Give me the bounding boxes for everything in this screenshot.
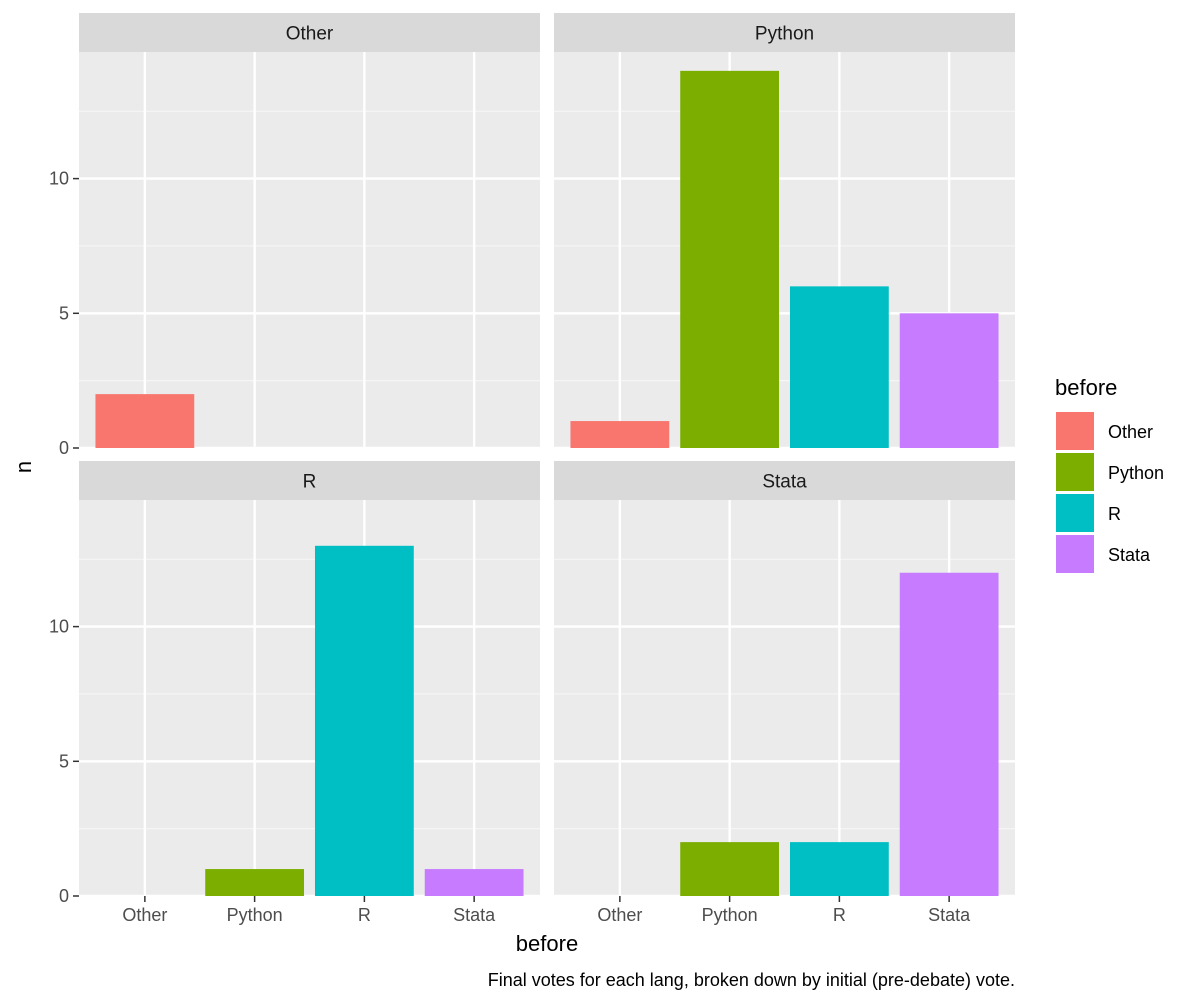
x-axes: Other Python R Stata Other Python R Stata (122, 896, 971, 925)
facet-strip-label: Other (286, 24, 334, 45)
facet-panel-python: Python (554, 13, 1015, 450)
facet-strip (554, 461, 1015, 500)
x-tick-label: Other (597, 905, 642, 925)
facet-strip-label: Python (755, 24, 814, 45)
facet-strip (79, 461, 540, 500)
x-tick-label: Other (122, 905, 167, 925)
y-axes: 0 5 10 0 5 10 (49, 169, 79, 906)
bar-stata-r (789, 842, 889, 896)
legend-label-other: Other (1108, 422, 1153, 442)
legend-label-python: Python (1108, 463, 1164, 483)
bar-python-other (570, 421, 670, 448)
panel-background (79, 52, 540, 448)
bar-stata-stata (899, 572, 999, 896)
x-tick-label: R (833, 905, 846, 925)
facet-strip (79, 13, 540, 52)
x-tick-label: Stata (453, 905, 496, 925)
facet-strip-label: Stata (762, 472, 807, 493)
facet-panel-stata: Stata (554, 461, 1015, 898)
legend-key-stata (1056, 535, 1094, 573)
legend-key-other (1056, 412, 1094, 450)
x-tick-label: Python (227, 905, 283, 925)
facet-strip (554, 13, 1015, 52)
y-tick-label: 10 (49, 169, 69, 189)
y-tick-label: 0 (59, 438, 69, 458)
bar-python-stata (899, 313, 999, 448)
legend-label-stata: Stata (1108, 545, 1151, 565)
y-tick-label: 5 (59, 303, 69, 323)
y-tick-label: 0 (59, 886, 69, 906)
legend-label-r: R (1108, 504, 1121, 524)
x-tick-label: R (358, 905, 371, 925)
x-tick-label: Stata (928, 905, 971, 925)
facet-panel-r: R (79, 461, 540, 898)
y-axis-title: n (11, 461, 36, 473)
facet-panels: Other Python R Stata (79, 13, 1015, 898)
legend-title: before (1055, 375, 1117, 400)
legend-key-r (1056, 494, 1094, 532)
bar-stata-python (680, 842, 780, 896)
legend: before Other Python R Stata (1055, 375, 1164, 573)
y-tick-label: 10 (49, 617, 69, 637)
bar-r-python (205, 869, 305, 896)
bar-python-python (680, 70, 780, 448)
facet-panel-other: Other (79, 13, 540, 450)
x-axis-title: before (516, 931, 578, 956)
bar-other-other (95, 394, 195, 448)
bar-r-r (314, 545, 414, 896)
bar-python-r (789, 286, 889, 448)
y-tick-label: 5 (59, 751, 69, 771)
facet-strip-label: R (303, 472, 317, 493)
caption: Final votes for each lang, broken down b… (488, 970, 1015, 990)
panel-background (79, 500, 540, 896)
bar-r-stata (424, 869, 524, 896)
legend-key-python (1056, 453, 1094, 491)
x-tick-label: Python (702, 905, 758, 925)
